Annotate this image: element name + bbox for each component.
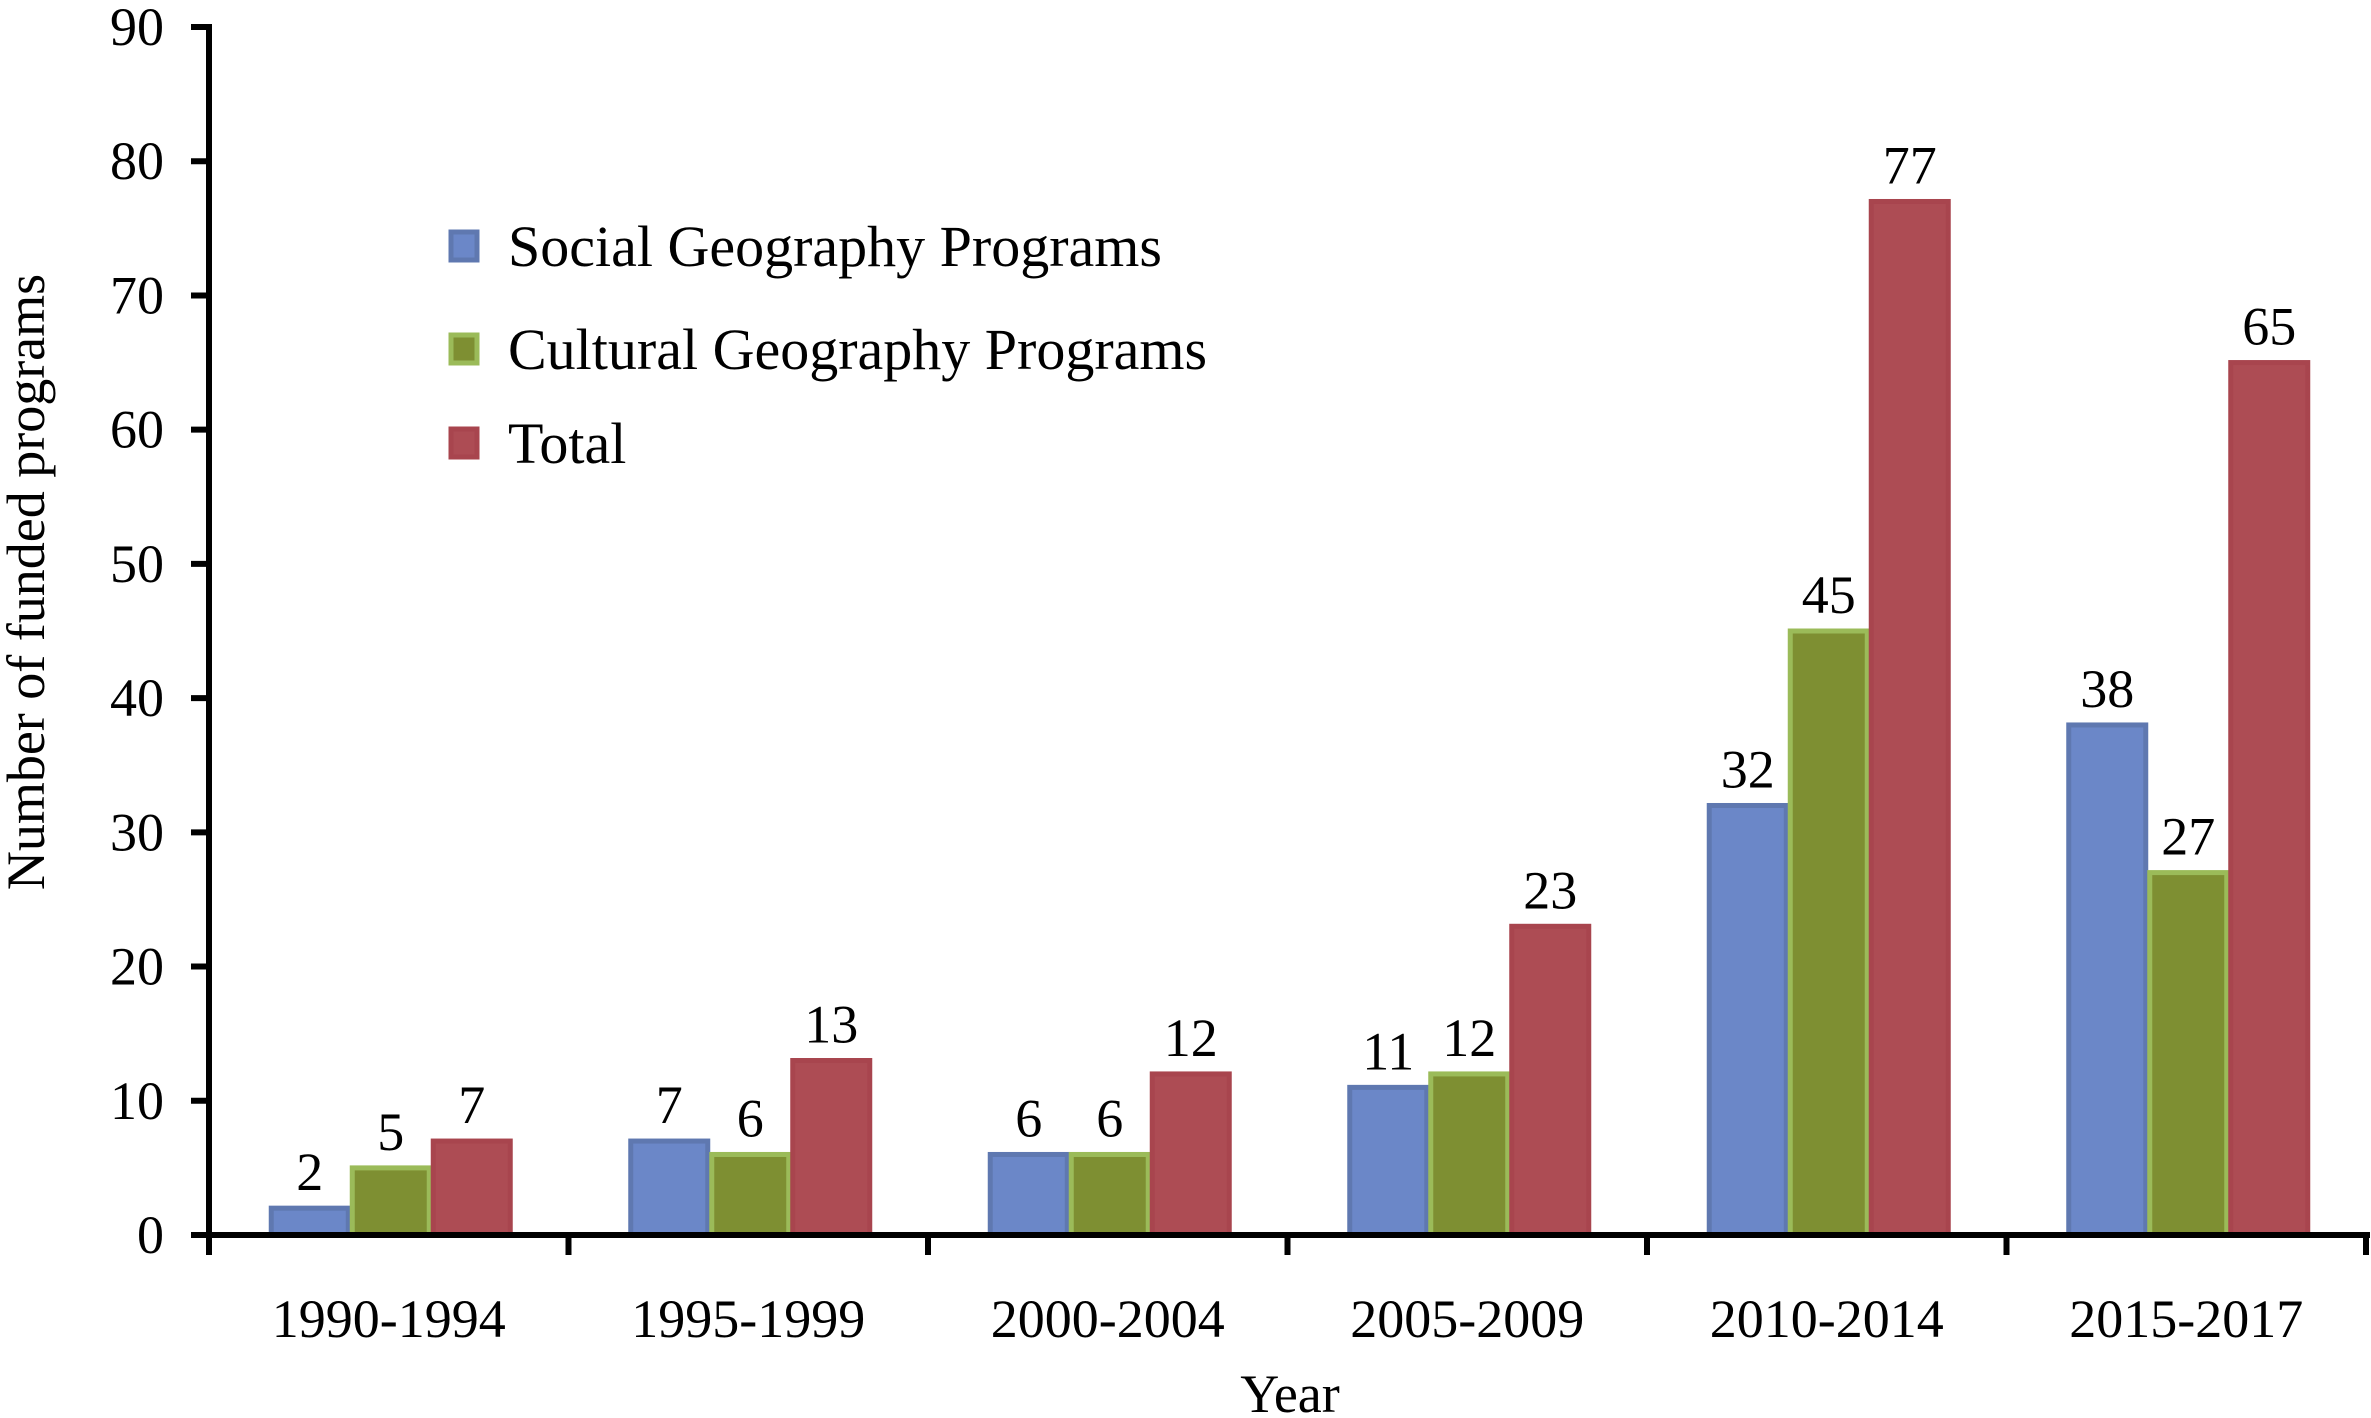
- legend-label: Cultural Geography Programs: [508, 317, 1207, 382]
- bar: [1068, 1151, 1151, 1238]
- bar: [628, 1138, 711, 1238]
- bar: [1706, 802, 1789, 1238]
- data-label: 12: [1442, 1008, 1496, 1068]
- bar: [1149, 1071, 1232, 1238]
- legend: Social Geography Programs Cultural Geogra…: [448, 214, 1207, 476]
- bar: [987, 1151, 1070, 1238]
- bar: [2228, 360, 2311, 1238]
- x-tick-label: 1990-1994: [272, 1289, 506, 1349]
- x-tick-label: 2010-2014: [1710, 1289, 1944, 1349]
- bar: [1868, 198, 1951, 1238]
- bar: [430, 1138, 513, 1238]
- bar: [1347, 1084, 1430, 1238]
- data-label: 32: [1721, 739, 1775, 799]
- data-label: 6: [737, 1088, 764, 1148]
- y-tick-label: 90: [110, 0, 164, 57]
- legend-label: Total: [508, 411, 626, 476]
- axes-layer: 0 10 20 30 40 50 60 70 80 90 1990-1994 1995-1999 200…: [110, 0, 2370, 1349]
- bar: [349, 1165, 432, 1238]
- y-tick-label: 0: [137, 1205, 164, 1265]
- data-label: 45: [1802, 565, 1856, 625]
- y-tick-label: 30: [110, 802, 164, 862]
- data-label: 12: [1164, 1008, 1218, 1068]
- data-label: 2: [296, 1142, 323, 1202]
- legend-swatch: [448, 229, 480, 263]
- x-axis-title: Year: [1240, 1364, 1340, 1418]
- y-axis-title: Number of funded programs: [0, 274, 56, 890]
- legend-label: Social Geography Programs: [508, 214, 1162, 279]
- y-tick-label: 10: [110, 1071, 164, 1131]
- legend-swatch: [448, 426, 480, 460]
- data-label: 27: [2161, 807, 2215, 867]
- legend-swatch: [448, 332, 480, 366]
- bar: [1787, 628, 1870, 1238]
- y-tick-label: 20: [110, 937, 164, 997]
- y-tick-label: 80: [110, 131, 164, 191]
- data-label: 6: [1096, 1088, 1123, 1148]
- data-label: 38: [2080, 659, 2134, 719]
- y-tick-label: 50: [110, 534, 164, 594]
- bar: [1428, 1071, 1511, 1238]
- data-label: 23: [1523, 860, 1577, 920]
- x-tick-label: 2000-2004: [991, 1289, 1225, 1349]
- data-label: 11: [1362, 1021, 1414, 1081]
- x-tick-label: 2015-2017: [2069, 1289, 2303, 1349]
- x-tick-label: 1995-1999: [631, 1289, 865, 1349]
- y-tick-label: 60: [110, 400, 164, 460]
- bar: [790, 1058, 873, 1238]
- x-tick-label: 2005-2009: [1350, 1289, 1584, 1349]
- y-tick-label: 70: [110, 265, 164, 325]
- bar: [1509, 923, 1592, 1238]
- bar: [2147, 870, 2230, 1238]
- bar: [2066, 722, 2149, 1238]
- data-label: 7: [656, 1075, 683, 1135]
- data-label: 6: [1015, 1088, 1042, 1148]
- data-label: 65: [2242, 297, 2296, 357]
- data-label: 5: [377, 1102, 404, 1162]
- data-label: 77: [1883, 135, 1937, 195]
- bar: [268, 1205, 351, 1238]
- data-label: 7: [458, 1075, 485, 1135]
- bar: [709, 1151, 792, 1238]
- y-tick-label: 40: [110, 668, 164, 728]
- data-label: 13: [804, 995, 858, 1055]
